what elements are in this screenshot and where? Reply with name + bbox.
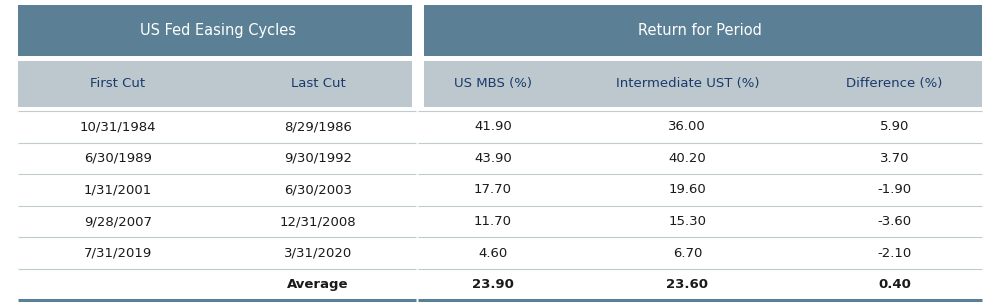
FancyBboxPatch shape [18,237,418,269]
FancyBboxPatch shape [418,237,982,269]
FancyBboxPatch shape [418,61,982,107]
FancyBboxPatch shape [18,143,418,174]
FancyBboxPatch shape [18,56,418,61]
Text: 15.30: 15.30 [668,215,706,228]
Text: 36.00: 36.00 [668,120,706,133]
FancyBboxPatch shape [418,206,982,237]
Text: -1.90: -1.90 [878,184,912,196]
Text: 11.70: 11.70 [474,215,512,228]
Text: -2.10: -2.10 [877,246,912,260]
FancyBboxPatch shape [418,269,982,300]
Text: Intermediate UST (%): Intermediate UST (%) [616,77,759,90]
Text: -3.60: -3.60 [878,215,912,228]
Text: 43.90: 43.90 [474,152,512,165]
Text: Return for Period: Return for Period [638,23,762,38]
Text: 6/30/2003: 6/30/2003 [284,184,352,196]
Text: US MBS (%): US MBS (%) [454,77,532,90]
Text: Average: Average [287,278,349,291]
FancyBboxPatch shape [418,174,982,206]
Text: 40.20: 40.20 [668,152,706,165]
FancyBboxPatch shape [18,206,418,237]
Text: 17.70: 17.70 [474,184,512,196]
Text: 3/31/2020: 3/31/2020 [284,246,352,260]
Text: 6/30/1989: 6/30/1989 [84,152,152,165]
FancyBboxPatch shape [18,174,418,206]
FancyBboxPatch shape [18,107,418,111]
Text: 5.90: 5.90 [880,120,909,133]
Text: 4.60: 4.60 [478,246,507,260]
Text: 8/29/1986: 8/29/1986 [284,120,352,133]
FancyBboxPatch shape [418,111,982,143]
Text: 0.40: 0.40 [878,278,911,291]
Text: 23.90: 23.90 [472,278,514,291]
FancyBboxPatch shape [418,56,982,61]
Text: First Cut: First Cut [90,77,146,90]
Text: 3.70: 3.70 [880,152,909,165]
Text: 9/28/2007: 9/28/2007 [84,215,152,228]
FancyBboxPatch shape [18,5,418,56]
Text: Difference (%): Difference (%) [846,77,943,90]
Text: Last Cut: Last Cut [291,77,345,90]
Text: 41.90: 41.90 [474,120,512,133]
Text: 6.70: 6.70 [673,246,702,260]
FancyBboxPatch shape [418,107,982,111]
FancyBboxPatch shape [412,5,424,300]
FancyBboxPatch shape [18,269,418,300]
Text: US Fed Easing Cycles: US Fed Easing Cycles [140,23,296,38]
Text: 7/31/2019: 7/31/2019 [84,246,152,260]
Text: 1/31/2001: 1/31/2001 [84,184,152,196]
FancyBboxPatch shape [418,5,982,56]
FancyBboxPatch shape [18,111,418,143]
Text: 12/31/2008: 12/31/2008 [280,215,356,228]
Text: 9/30/1992: 9/30/1992 [284,152,352,165]
FancyBboxPatch shape [418,143,982,174]
FancyBboxPatch shape [18,61,418,107]
Text: 10/31/1984: 10/31/1984 [80,120,156,133]
Text: 23.60: 23.60 [666,278,708,291]
Text: 19.60: 19.60 [668,184,706,196]
